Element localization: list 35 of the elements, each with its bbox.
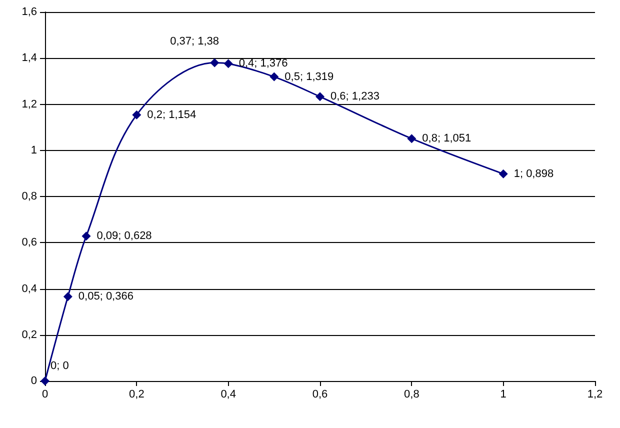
x-tick-label: 0,4 <box>220 388 236 400</box>
point <box>132 110 142 120</box>
x-tick-label: 0,8 <box>404 388 420 400</box>
data-label: 0,5; 1,319 <box>284 70 334 83</box>
x-tick-label: 0,2 <box>129 388 144 400</box>
point <box>63 292 72 302</box>
y-tick-label: 1 <box>30 144 37 156</box>
x-tick-label: 0 <box>42 388 48 400</box>
y-tick-label: 0,4 <box>22 282 37 295</box>
data-label: 0; 0 <box>50 360 69 372</box>
point <box>224 59 233 68</box>
data-label: 0,05; 0,366 <box>78 290 134 303</box>
x-tick-label: 1 <box>500 388 506 400</box>
y-tick-label: 1,2 <box>22 98 37 110</box>
data-label: 0,4; 1,376 <box>238 58 288 70</box>
data-label: 1; 0,898 <box>514 168 554 180</box>
point <box>498 169 508 178</box>
point <box>82 232 91 241</box>
y-tick-label: 0,6 <box>22 236 37 249</box>
point <box>316 92 324 102</box>
x-tick-label: 1,2 <box>587 388 603 400</box>
point <box>407 134 416 144</box>
y-tick-label: 1,4 <box>22 52 37 64</box>
y-tick-label: 1,6 <box>22 6 37 18</box>
point <box>270 72 279 82</box>
y-tick-label: 0 <box>30 375 37 387</box>
data-label: 0,8; 1,051 <box>422 132 472 145</box>
y-tick-label: 0,2 <box>22 328 37 341</box>
point <box>210 58 220 68</box>
y-tick-label: 0,8 <box>22 190 37 202</box>
data-label: 0,6; 1,233 <box>330 90 380 103</box>
data-label: 0,09; 0,628 <box>96 230 152 242</box>
x-tick-label: 0,6 <box>312 388 328 400</box>
data-label: 0,2; 1,154 <box>147 108 196 121</box>
data-label: 0,37; 1,38 <box>170 36 220 48</box>
